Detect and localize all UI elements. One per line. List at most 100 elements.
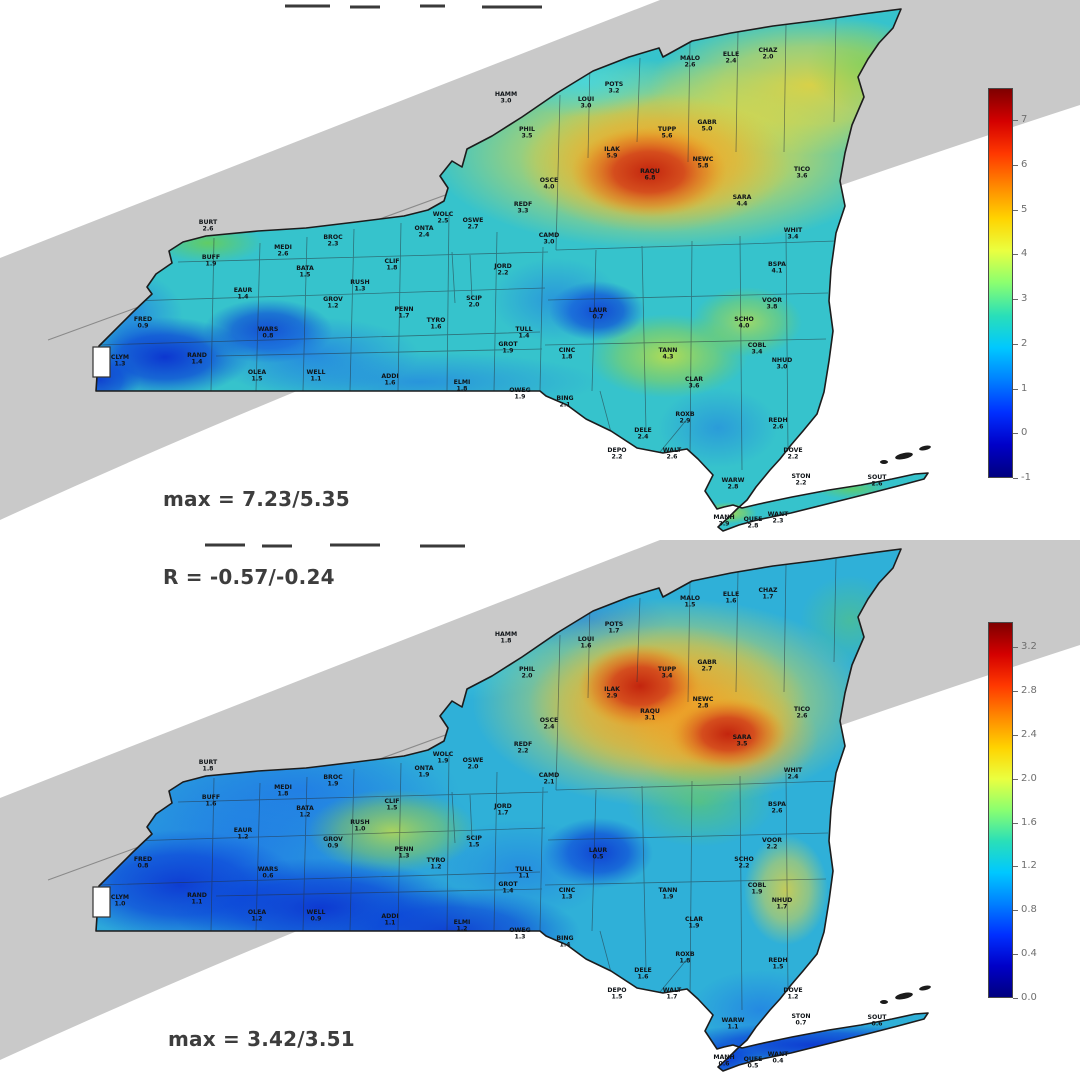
colorbar-tick-mark: [1013, 691, 1018, 693]
station-label: EAUR 1.2: [234, 827, 253, 841]
station-label: ILAK 5.9: [604, 146, 620, 160]
station-label: CLYM 1.0: [111, 894, 129, 908]
colorbar-tick-label: 7: [1021, 114, 1028, 126]
station-label: WALT 2.6: [663, 447, 682, 461]
station-label: RAQU 3.1: [640, 708, 660, 722]
colorbar-tick-label: 2.0: [1021, 772, 1037, 784]
station-label: BSPA 4.1: [768, 261, 786, 275]
station-label: COBL 1.9: [748, 882, 767, 896]
station-label: GROV 0.9: [323, 836, 343, 850]
station-label: GROT 1.9: [498, 341, 518, 355]
colorbar-tick-label: 0.0: [1021, 992, 1037, 1003]
station-label: ELMI 1.8: [454, 379, 471, 393]
station-label: POTS 3.2: [605, 81, 623, 95]
colorbar-tick-label: 2.8: [1021, 685, 1037, 697]
station-label: RAND 1.4: [187, 352, 207, 366]
station-label: SCHO 2.2: [734, 856, 753, 870]
station-label: GROT 1.4: [498, 881, 518, 895]
station-label: ROXB 1.8: [675, 951, 695, 965]
colorbar-tick-mark: [1013, 388, 1018, 390]
station-label: PHIL 3.5: [519, 126, 535, 140]
station-label: COBL 3.4: [748, 342, 767, 356]
station-label: DEPO 1.5: [607, 987, 626, 1001]
station-label: NHUD 3.0: [772, 357, 793, 371]
station-label: OSCE 4.0: [540, 177, 558, 191]
map-panel-bottom: CLYM 1.0 FRED 0.8 RAND 1.1 OLEA 1.2 WELL 0.9 ADDI 1…: [0, 540, 1080, 1072]
station-label: TULL 1.4: [515, 326, 532, 340]
station-label: JORD 1.7: [493, 803, 511, 817]
station-label: WARS 0.6: [258, 866, 279, 880]
station-label: REDH 1.5: [768, 957, 787, 971]
station-labels-top: CLYM 1.3 FRED 0.9 RAND 1.4 OLEA 1.5 WELL 1.1 ADDI 1…: [111, 47, 887, 530]
station-label: NHUD 1.7: [772, 897, 793, 911]
station-label: CINC 1.3: [559, 887, 576, 901]
station-label: DOVE 2.2: [783, 447, 802, 461]
annotation-top-max: max = 7.23/5.35: [163, 487, 350, 511]
colorbar-tick-label: 1.2: [1021, 860, 1037, 872]
station-label: GABR 5.0: [697, 119, 717, 133]
station-label: OWEG 1.3: [509, 927, 530, 941]
station-label: OLEA 1.5: [248, 369, 266, 383]
station-label: LOUI 1.6: [578, 636, 594, 650]
station-label: QUEE 0.5: [744, 1056, 763, 1070]
colorbar-tick-mark: [1013, 954, 1018, 956]
station-label: BROC 1.9: [323, 774, 343, 788]
station-label: REDH 2.6: [768, 417, 787, 431]
station-label: NEWC 5.8: [693, 156, 714, 170]
station-label: OWEG 1.9: [509, 387, 530, 401]
colorbar-tick-label: 0: [1021, 427, 1028, 439]
colorbar-tick-label: 1: [1021, 382, 1028, 394]
station-label: DOVE 1.2: [783, 987, 802, 1001]
station-label: JORD 2.2: [493, 263, 511, 277]
station-label: HAMM 3.0: [495, 91, 517, 105]
top-edge-dashes: [205, 543, 465, 548]
station-label: BING 2.1: [556, 395, 573, 409]
colorbar-tick-label: 3.2: [1021, 641, 1037, 653]
station-label: TUPP 3.4: [658, 666, 677, 680]
colorbar-tick-label: 2.4: [1021, 728, 1037, 740]
colorbar-tick-mark: [1013, 478, 1018, 479]
colorbar-tick-label: 0.8: [1021, 904, 1037, 916]
colorbar-tick-label: 4: [1021, 248, 1028, 260]
station-label: OSWE 2.0: [463, 757, 484, 771]
station-label: WELL 0.9: [307, 909, 326, 923]
station-label: POTS 1.7: [605, 621, 623, 635]
station-label: BATA 1.2: [296, 805, 314, 819]
station-label: VOOR 2.2: [762, 837, 782, 851]
station-label: WELL 1.1: [307, 369, 326, 383]
station-label: OSWE 2.7: [463, 217, 484, 231]
station-label: ELLE 1.6: [723, 591, 739, 605]
li-islands: [880, 445, 931, 464]
annotation-bottom-max: max = 3.42/3.51: [168, 1027, 355, 1051]
colorbar-tick-mark: [1013, 910, 1018, 912]
colorbar-tick-mark: [1013, 343, 1018, 345]
station-label: ELLE 2.4: [723, 51, 739, 65]
station-label: ROXB 2.9: [675, 411, 695, 425]
station-label: GABR 2.7: [697, 659, 717, 673]
station-label: FRED 0.8: [134, 856, 152, 870]
colorbar-tick-mark: [1013, 778, 1018, 780]
station-label: BUFF 1.9: [202, 254, 220, 268]
colorbar-top: [988, 88, 1013, 478]
station-label: CHAZ 2.0: [759, 47, 779, 61]
station-label: ADDI 1.1: [381, 913, 398, 927]
station-label: ONTA 2.4: [415, 225, 434, 239]
station-label: QUEE 2.8: [744, 516, 763, 530]
map-panel-top: CLYM 1.3 FRED 0.9 RAND 1.4 OLEA 1.5 WELL 1.1 ADDI 1…: [0, 0, 1080, 532]
station-label: SOUT 0.6: [868, 1014, 888, 1028]
station-label: RAND 1.1: [187, 892, 207, 906]
station-label: TYRO 1.2: [427, 857, 446, 871]
colorbar-tick-mark: [1013, 866, 1018, 868]
station-label: CAMD 2.1: [539, 772, 560, 786]
colorbar-tick-label: 6: [1021, 158, 1028, 170]
station-label: SCIP 2.0: [466, 295, 482, 309]
station-label: REDF 3.3: [514, 201, 532, 215]
station-label: TICO 2.6: [794, 706, 810, 720]
station-label: DELE 1.6: [634, 967, 652, 981]
station-label: WOLC 2.5: [433, 211, 454, 225]
station-label: WARS 0.8: [258, 326, 279, 340]
station-label: SARA 3.5: [733, 734, 752, 748]
station-label: BSPA 2.6: [768, 801, 786, 815]
station-label: WANT 0.4: [768, 1051, 790, 1065]
colorbar-tick-label: 3: [1021, 293, 1028, 305]
